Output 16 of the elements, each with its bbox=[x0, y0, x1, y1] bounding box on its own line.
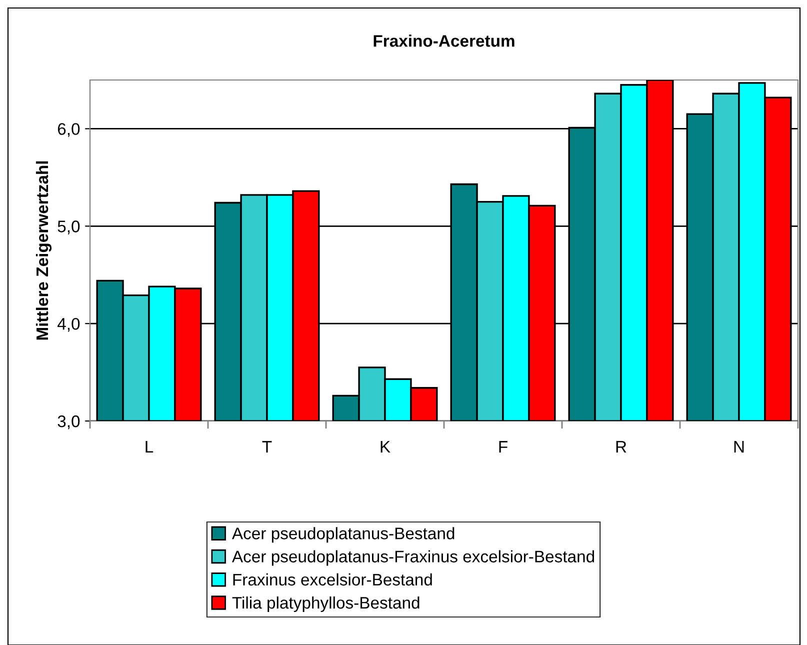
x-tick-label: N bbox=[734, 441, 744, 453]
y-axis-title: Mittlere Zeigerwertzahl bbox=[36, 161, 52, 340]
legend-label: Fraxinus excelsior-Bestand bbox=[233, 573, 432, 586]
y-tick-label: 6,0 bbox=[58, 123, 80, 137]
y-tick-label: 5,0 bbox=[58, 220, 80, 234]
x-tick-label: T bbox=[262, 441, 272, 453]
legend-label: Tilia platyphyllos-Bestand bbox=[232, 596, 420, 612]
legend-label: Acer pseudoplatanus-Fraxinus excelsior-Bestand bbox=[232, 550, 594, 566]
x-tick-label: K bbox=[380, 441, 390, 453]
x-tick-label: R bbox=[616, 441, 626, 453]
chart-title: Fraxino-Aceretum bbox=[374, 34, 514, 47]
x-tick-label: L bbox=[146, 441, 154, 453]
y-tick-label: 3,0 bbox=[58, 415, 80, 430]
x-tick-label: F bbox=[499, 441, 508, 453]
legend-label: Acer pseudoplatanus-Bestand bbox=[232, 527, 454, 543]
y-tick-label: 4,0 bbox=[57, 318, 80, 332]
